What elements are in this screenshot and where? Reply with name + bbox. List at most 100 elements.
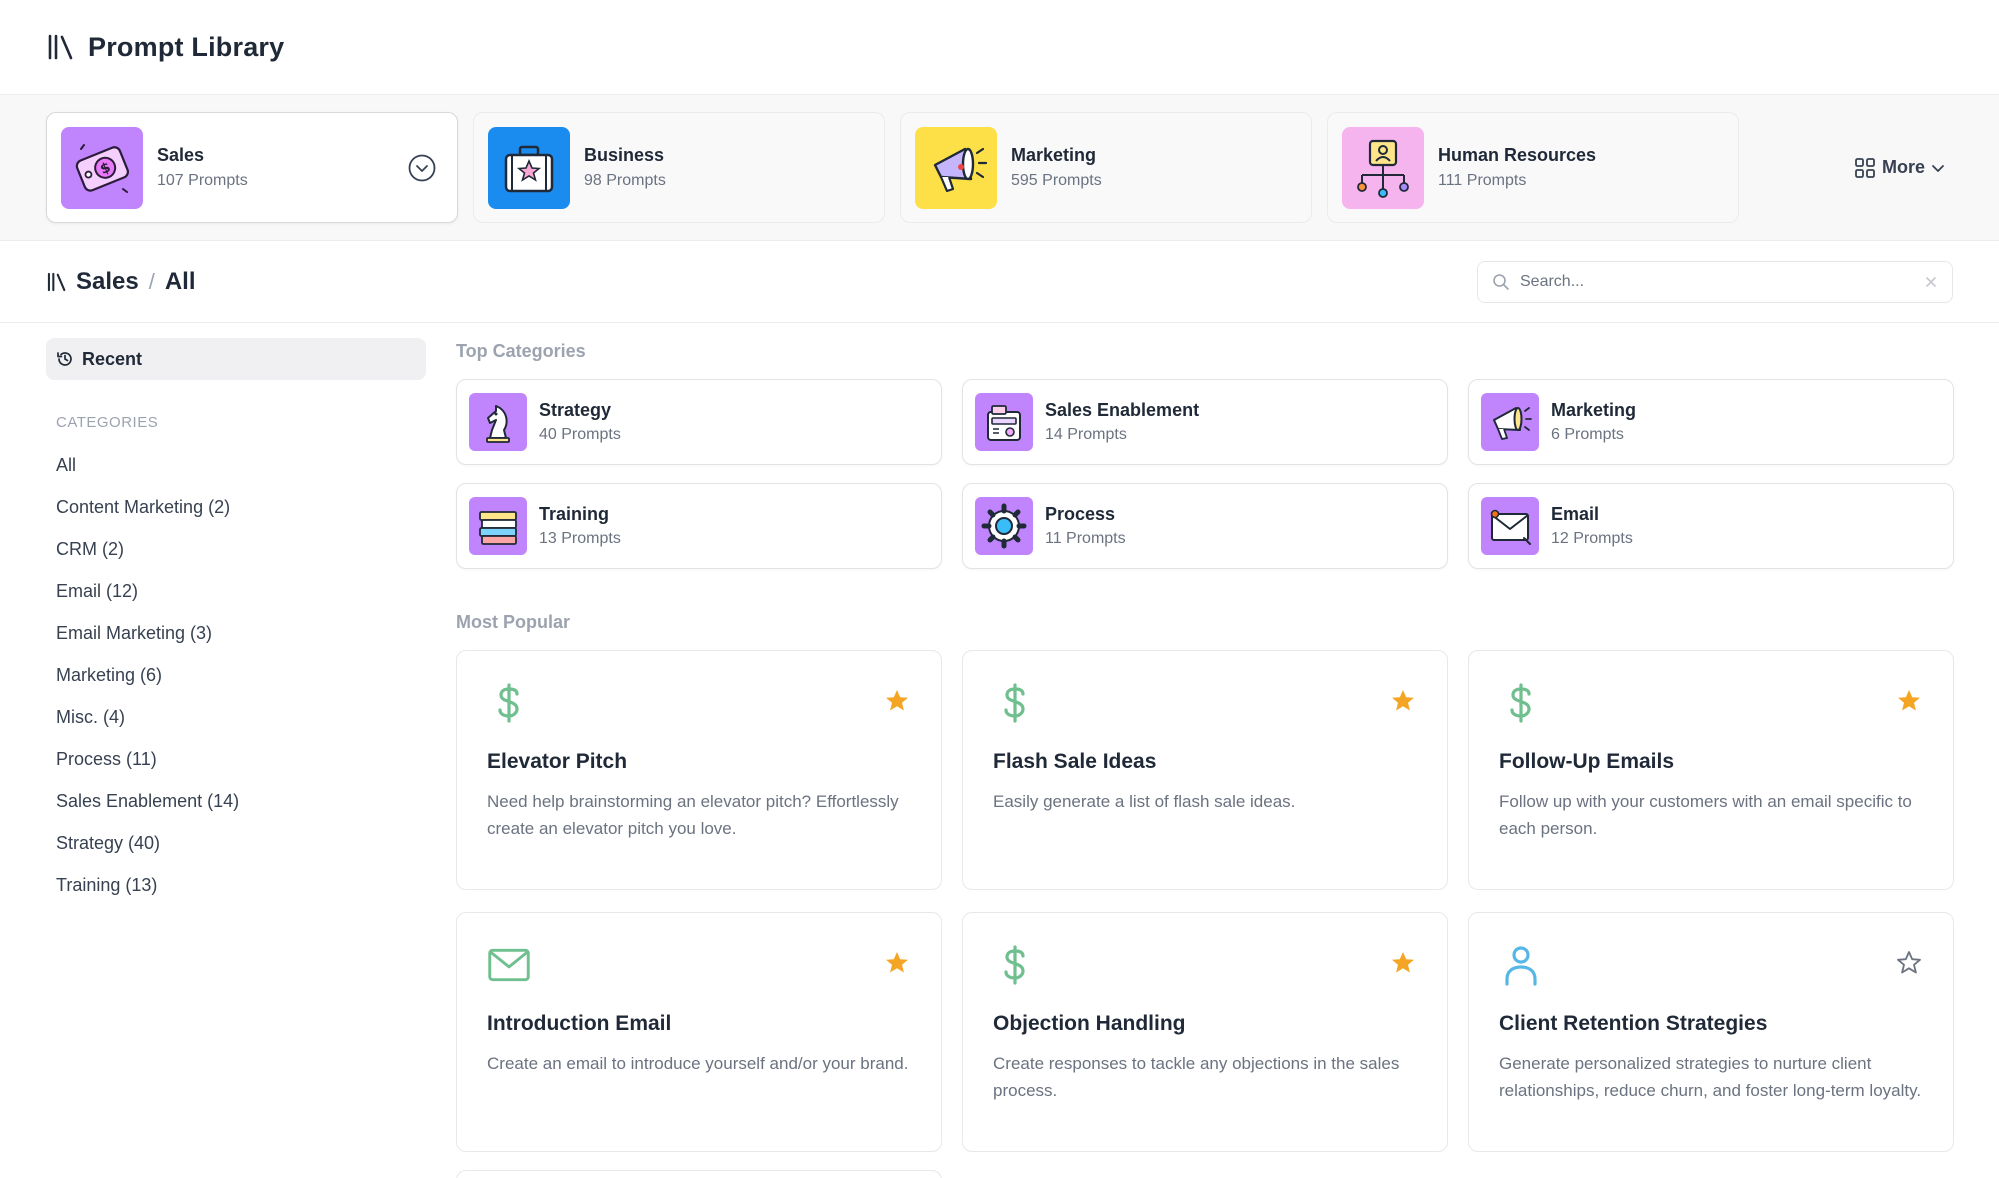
top-category-count: 13 Prompts: [539, 530, 621, 547]
search-box[interactable]: [1477, 260, 1953, 303]
star-filled-icon[interactable]: [1389, 949, 1417, 977]
breadcrumb: Sales / All: [46, 268, 196, 296]
category-list: All Content Marketing (2) CRM (2) Email …: [46, 444, 426, 906]
breadcrumb-bar: Sales / All: [0, 241, 1999, 323]
star-outline-icon[interactable]: [1895, 949, 1923, 977]
category-card-business[interactable]: Business 98 Prompts: [473, 112, 885, 223]
prompt-card[interactable]: Elevator Pitch Need help brainstorming a…: [456, 650, 942, 890]
top-categories-grid: Strategy 40 Prompts Sales Enablement 14 …: [456, 379, 1955, 569]
org-chart-icon: [1342, 126, 1424, 209]
top-categories-title: Top Categories: [456, 341, 586, 361]
search-input[interactable]: [1520, 272, 1924, 291]
more-button[interactable]: More: [1854, 157, 1945, 179]
most-popular-title: Most Popular: [456, 612, 571, 632]
top-category-name: Email: [1551, 504, 1600, 524]
prompt-description: Create responses to tackle any objection…: [993, 1054, 1400, 1100]
sidebar-category-item[interactable]: All: [56, 455, 77, 475]
sidebar-category-item[interactable]: Strategy (40): [56, 833, 161, 853]
briefcase-icon: [488, 126, 570, 209]
sidebar-category-item[interactable]: Training (13): [56, 875, 158, 895]
user-icon: [1505, 946, 1537, 986]
top-category-card[interactable]: Strategy 40 Prompts: [456, 379, 942, 465]
breadcrumb-section[interactable]: Sales: [76, 267, 139, 295]
top-category-card[interactable]: Sales Enablement 14 Prompts: [962, 379, 1448, 465]
prompt-title: Client Retention Strategies: [1499, 1012, 1768, 1035]
sidebar-category-item[interactable]: Content Marketing (2): [56, 497, 231, 517]
top-category-name: Training: [539, 504, 610, 524]
library-logo-icon: [48, 34, 73, 60]
prompt-title: Elevator Pitch: [487, 750, 628, 773]
star-filled-icon[interactable]: [1895, 687, 1923, 715]
top-category-card[interactable]: Email 12 Prompts: [1468, 483, 1954, 569]
breadcrumb-current: All: [164, 267, 196, 295]
library-logo-icon: [47, 272, 66, 291]
categories-heading: CATEGORIES: [56, 414, 159, 431]
top-category-name: Process: [1045, 504, 1116, 524]
star-filled-icon[interactable]: [883, 949, 911, 977]
prompt-title: Flash Sale Ideas: [993, 750, 1157, 773]
category-card-count: 98 Prompts: [584, 172, 666, 189]
recent-button[interactable]: Recent: [46, 338, 426, 380]
cash-register-icon: [975, 393, 1033, 451]
prompt-title: Objection Handling: [993, 1012, 1186, 1035]
category-card-marketing[interactable]: Marketing 595 Prompts: [900, 112, 1312, 223]
dollar-icon: [498, 683, 519, 723]
sidebar: Recent CATEGORIES All Content Marketing …: [46, 338, 426, 906]
top-category-name: Strategy: [539, 400, 612, 420]
top-category-count: 14 Prompts: [1045, 426, 1127, 443]
category-strip: $ Sales 107 Prompts: [0, 94, 1999, 241]
prompt-title: Follow-Up Emails: [1499, 750, 1675, 773]
app-title: Prompt Library: [88, 31, 285, 62]
chevron-down-circle-icon[interactable]: [407, 153, 437, 183]
sidebar-category-item[interactable]: Email (12): [56, 581, 139, 601]
prompt-description: Easily generate a list of flash sale ide…: [993, 792, 1296, 811]
megaphone-icon: [915, 126, 997, 209]
category-card-name: Business: [584, 145, 665, 165]
category-card-count: 111 Prompts: [1438, 172, 1527, 189]
sidebar-category-item[interactable]: CRM (2): [56, 539, 124, 559]
sales-tag-icon: $: [61, 126, 143, 209]
mail-icon: [488, 948, 530, 982]
chevron-down-icon: [1932, 164, 1944, 172]
sidebar-category-item[interactable]: Sales Enablement (14): [56, 791, 240, 811]
category-card-count: 595 Prompts: [1011, 172, 1102, 189]
recent-label: Recent: [82, 348, 143, 369]
prompt-card[interactable]: Client Retention Strategies Generate per…: [1468, 912, 1954, 1152]
prompt-card[interactable]: Introduction Email Create an email to in…: [456, 912, 942, 1152]
star-filled-icon[interactable]: [1389, 687, 1417, 715]
star-filled-icon[interactable]: [883, 687, 911, 715]
grid-icon: [1855, 157, 1875, 178]
category-card-human-resources[interactable]: Human Resources 111 Prompts: [1327, 112, 1739, 223]
history-icon: [57, 352, 72, 366]
top-category-count: 12 Prompts: [1551, 530, 1633, 547]
search-icon: [1493, 273, 1509, 290]
category-card-sales[interactable]: $ Sales 107 Prompts: [46, 112, 458, 223]
prompt-card[interactable]: Follow-Up Emails Follow up with your cus…: [1468, 650, 1954, 890]
prompt-card[interactable]: Flash Sale Ideas Easily generate a list …: [962, 650, 1448, 890]
prompt-card-partial[interactable]: [456, 1170, 942, 1178]
breadcrumb-separator: /: [148, 268, 155, 294]
close-icon[interactable]: [1924, 275, 1938, 289]
top-category-card[interactable]: Process 11 Prompts: [962, 483, 1448, 569]
sidebar-category-item[interactable]: Email Marketing (3): [56, 623, 213, 643]
chess-knight-icon: [469, 393, 527, 451]
app-header: Prompt Library: [0, 0, 1999, 94]
sidebar-category-item[interactable]: Misc. (4): [56, 707, 125, 727]
top-category-card[interactable]: Training 13 Prompts: [456, 483, 942, 569]
most-popular-grid: Elevator Pitch Need help brainstorming a…: [456, 650, 1955, 1152]
gear-icon: [975, 497, 1033, 555]
top-category-count: 40 Prompts: [539, 426, 621, 443]
top-category-name: Sales Enablement: [1045, 400, 1200, 420]
sidebar-category-item[interactable]: Marketing (6): [56, 665, 163, 685]
dollar-icon: [1004, 683, 1025, 723]
prompt-description: Need help brainstorming an elevator pitc…: [487, 792, 899, 838]
category-card-name: Sales: [157, 145, 205, 165]
prompt-card[interactable]: Objection Handling Create responses to t…: [962, 912, 1448, 1152]
prompt-description: Generate personalized strategies to nurt…: [1499, 1054, 1922, 1100]
top-category-card[interactable]: Marketing 6 Prompts: [1468, 379, 1954, 465]
dollar-icon: [1004, 945, 1025, 985]
top-category-count: 11 Prompts: [1045, 530, 1126, 547]
megaphone-icon: [1481, 393, 1539, 451]
sidebar-category-item[interactable]: Process (11): [56, 749, 157, 769]
